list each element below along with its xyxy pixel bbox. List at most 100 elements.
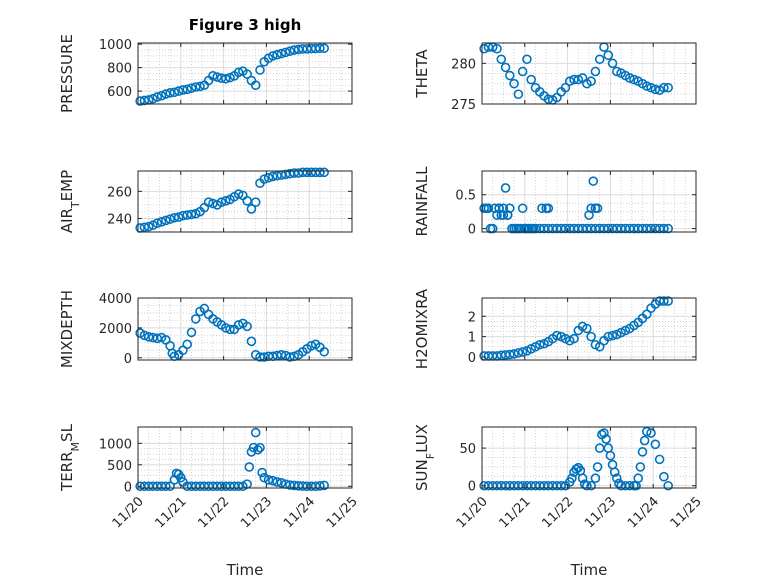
data-point: [513, 348, 524, 358]
data-point: [139, 330, 150, 341]
data-point: [276, 478, 287, 488]
y-axis-label: H2OMIXRA: [413, 288, 431, 369]
y-tick-label: 1: [468, 331, 476, 346]
data-point: [601, 434, 611, 444]
data-point: [220, 196, 231, 206]
y-tick-label: 600: [107, 85, 132, 100]
data-point: [319, 480, 329, 491]
data-point: [233, 189, 244, 199]
data-point: [586, 203, 596, 214]
data-point: [526, 74, 537, 85]
data-point: [659, 82, 669, 93]
data-point: [571, 464, 581, 474]
y-tick-label: 0: [468, 480, 476, 495]
data-point: [505, 349, 515, 360]
data-point: [594, 54, 605, 65]
y-axis-label: MIXDEPTH: [58, 290, 76, 368]
data-point: [603, 50, 614, 61]
y-axis-label: SUNFLUX: [413, 424, 437, 491]
data-point: [255, 442, 265, 453]
data-point: [603, 331, 614, 342]
data-point: [509, 349, 519, 359]
x-axis-label-left: Time: [226, 561, 264, 579]
data-point: [650, 439, 661, 450]
axes-box: [137, 426, 353, 489]
data-point: [494, 203, 504, 214]
data-point: [659, 223, 669, 234]
data-point: [178, 85, 188, 95]
y-axis-label: TERRMSL: [58, 423, 82, 492]
data-point: [612, 66, 622, 77]
y-tick-label: 1000: [99, 437, 132, 452]
axes-box: [481, 297, 697, 361]
data-point: [609, 467, 620, 477]
data-point: [639, 435, 650, 446]
data-point: [543, 203, 554, 214]
data-point: [216, 197, 227, 207]
data-point: [659, 471, 669, 482]
data-point: [564, 76, 575, 87]
data-point: [633, 473, 644, 484]
data-point: [586, 480, 596, 491]
data-point: [156, 217, 167, 227]
y-tick-label: 0: [124, 480, 132, 495]
data-point: [483, 203, 494, 214]
y-axis-label: AIRTEMP: [58, 170, 82, 233]
y-tick-label: 0: [124, 352, 132, 367]
data-point: [624, 73, 635, 83]
data-point: [479, 43, 489, 54]
data-point: [505, 70, 515, 81]
data-point: [315, 167, 325, 178]
data-point: [614, 478, 624, 489]
data-point: [165, 88, 175, 98]
data-point: [285, 352, 295, 362]
data-point: [663, 296, 673, 306]
y-tick-label: 0: [468, 223, 476, 238]
y-axis-label: RAINFALL: [413, 166, 431, 237]
y-tick-label: 800: [107, 62, 132, 77]
data-point: [315, 481, 325, 491]
data-point: [161, 481, 171, 492]
data-point: [169, 212, 180, 223]
data-point: [203, 197, 214, 207]
y-axis-label: PRESSURE: [58, 34, 76, 113]
x-axis-label-right: Time: [570, 561, 608, 579]
data-point: [513, 89, 524, 100]
data-point: [588, 176, 599, 186]
data-point: [165, 214, 175, 224]
data-point: [586, 331, 596, 342]
y-tick-label: 260: [107, 185, 132, 200]
data-point: [492, 43, 502, 54]
data-point: [233, 481, 244, 492]
data-point: [582, 480, 592, 491]
data-point: [233, 67, 244, 78]
data-point: [319, 346, 329, 357]
axes-box: [481, 426, 697, 489]
data-point: [663, 82, 673, 93]
data-point: [250, 197, 261, 207]
subplot-h2omixra: 0 1 2 H2OMIXRA: [413, 288, 697, 369]
data-point: [573, 74, 584, 85]
data-point: [567, 473, 577, 484]
data-point: [148, 93, 158, 104]
data-point: [605, 450, 616, 461]
data-point: [577, 473, 588, 484]
data-point: [263, 172, 274, 183]
data-point: [257, 467, 267, 478]
data-point: [259, 174, 270, 184]
y-tick-label: 0.5: [455, 189, 476, 204]
data-point: [590, 473, 601, 484]
data-point: [139, 222, 150, 233]
data-point: [569, 74, 579, 85]
data-point: [182, 339, 193, 350]
data-point: [537, 203, 547, 214]
data-point: [663, 223, 673, 234]
data-point: [143, 221, 154, 232]
axes-box: [137, 170, 353, 233]
y-tick-label: 240: [107, 212, 132, 227]
data-point: [173, 212, 184, 222]
data-point: [280, 47, 291, 58]
data-point: [487, 223, 498, 234]
data-point: [319, 167, 329, 178]
